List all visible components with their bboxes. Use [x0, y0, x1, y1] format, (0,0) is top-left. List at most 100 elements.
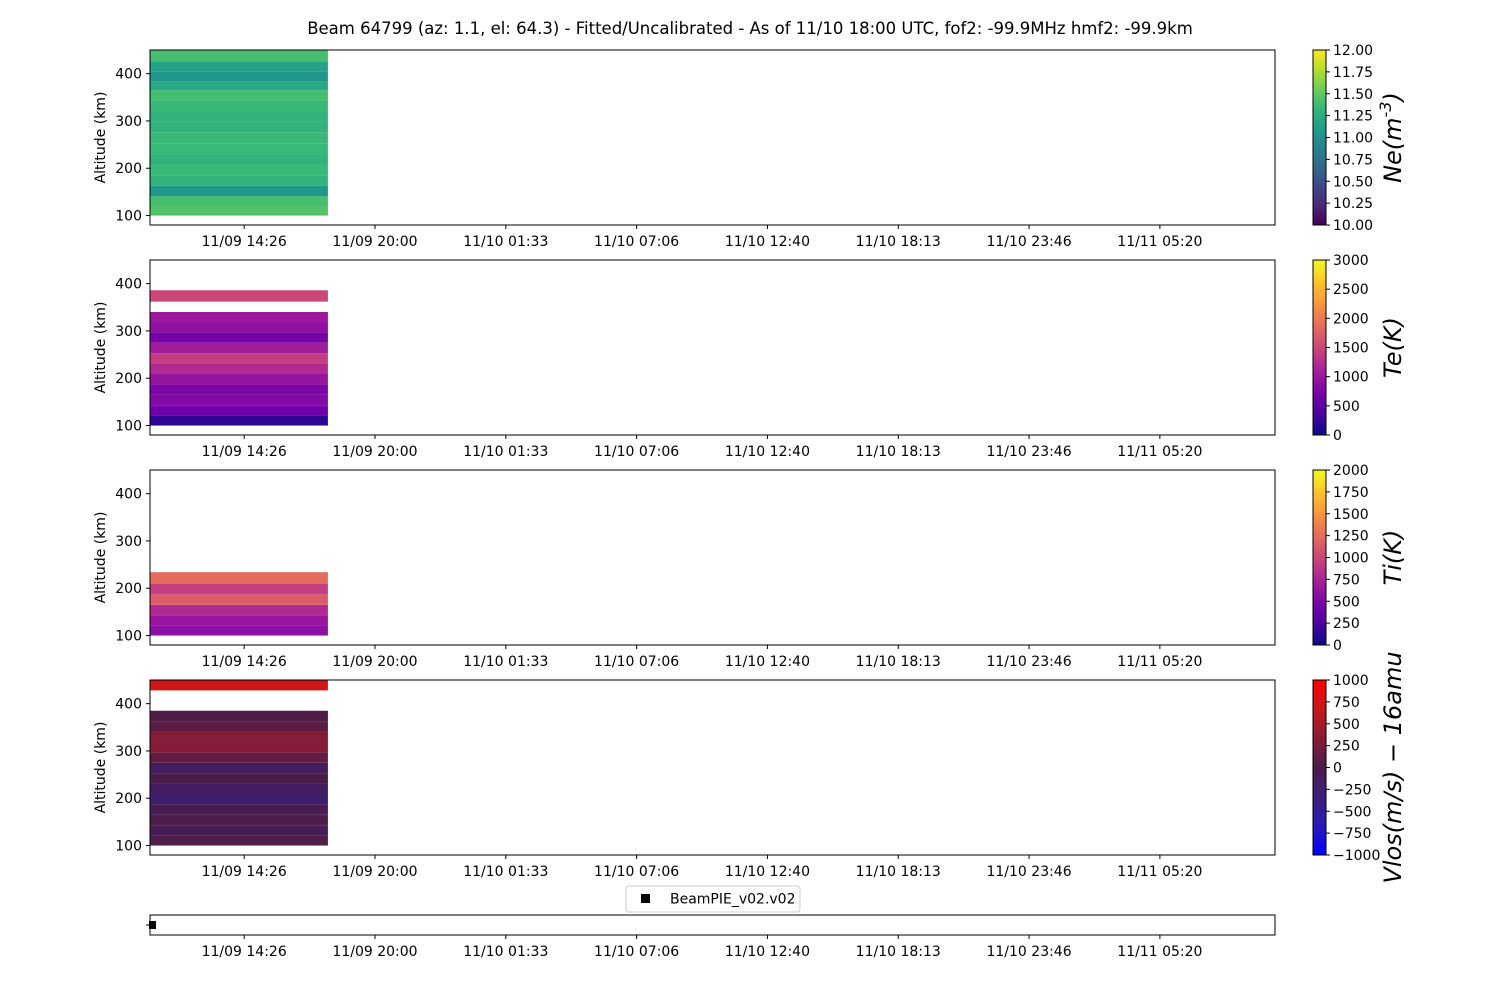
ti-colorbar-label: Ti(K)	[1379, 530, 1407, 586]
te-ytick-label: 200	[115, 371, 142, 387]
timeline-axes-frame	[149, 914, 1276, 936]
te-colorbar-tick-label: 2500	[1333, 282, 1369, 298]
legend-frame	[625, 885, 801, 913]
ti-colorbar-tick-label: 1500	[1333, 507, 1369, 523]
panel-te: 100 200 300 400 Altitude (km) 11/09 14:26 11/0…	[93, 253, 1407, 460]
ti-xtick-label: 11/09 14:26	[202, 654, 287, 670]
vlos-colorbar-tick-label: 0	[1333, 761, 1342, 777]
ne-colorbar-tick-label: 12.00	[1333, 43, 1373, 59]
ne-heatmap-cell	[150, 185, 328, 197]
te-xtick-label: 11/09 14:26	[202, 444, 287, 460]
vlos-xtick-label: 11/10 01:33	[463, 864, 548, 880]
ne-ytick-label: 200	[115, 161, 142, 177]
ti-ytick-label: 200	[115, 581, 142, 597]
te-xtick-label: 11/10 12:40	[725, 444, 810, 460]
vlos-colorbar-tick-label: 500	[1333, 717, 1360, 733]
ne-xtick-label: 11/09 20:00	[332, 234, 417, 250]
vlos-ytick-label: 200	[115, 791, 142, 807]
ne-heatmap-cell	[150, 71, 328, 82]
te-xtick-label: 11/10 23:46	[986, 444, 1071, 460]
legend-label: BeamPIE_v02.v02	[670, 892, 796, 908]
timeline-xtick-label: 11/10 23:46	[986, 944, 1071, 960]
vlos-heatmap-cell	[150, 762, 328, 774]
ne-ytick-label: 300	[115, 114, 142, 130]
ne-heatmap-cell	[150, 175, 328, 186]
vlos-colorbar-tick-label: −500	[1333, 804, 1371, 820]
ti-colorbar-tick-label: 0	[1333, 638, 1342, 654]
vlos-heatmap-cell	[150, 835, 328, 846]
ti-xtick-label: 11/09 20:00	[332, 654, 417, 670]
ne-colorbar-tick-label: 10.50	[1333, 174, 1373, 190]
ti-ytick-label: 400	[115, 487, 142, 503]
ti-xtick-label: 11/10 07:06	[594, 654, 679, 670]
ne-xtick-label: 11/10 07:06	[594, 234, 679, 250]
ne-heatmap-cell	[150, 164, 328, 176]
vlos-xtick-label: 11/10 18:13	[856, 864, 941, 880]
ne-colorbar-tick-label: 10.25	[1333, 196, 1373, 212]
ne-xtick-label: 11/10 18:13	[856, 234, 941, 250]
ne-heatmap-cell	[150, 206, 328, 216]
te-heatmap-cells	[150, 290, 328, 426]
vlos-colorbar	[1312, 679, 1327, 856]
ne-heatmap-cells	[150, 50, 328, 216]
te-xtick-label: 11/10 01:33	[463, 444, 548, 460]
vlos-xtick-label: 11/11 05:20	[1117, 864, 1202, 880]
timeline-xtick-label: 11/09 14:26	[202, 944, 287, 960]
vlos-heatmap-cell	[150, 773, 328, 784]
figure-title: Beam 64799 (az: 1.1, el: 64.3) - Fitted/…	[307, 19, 1193, 38]
te-colorbar-tick-label: 3000	[1333, 253, 1369, 269]
te-colorbar-tick-label: 1500	[1333, 341, 1369, 357]
vlos-colorbar-label: Vlos(m/s) − 16amu	[1379, 651, 1407, 883]
te-xtick-label: 11/09 20:00	[332, 444, 417, 460]
ti-xtick-label: 11/10 12:40	[725, 654, 810, 670]
te-colorbar-label: Te(K)	[1379, 317, 1407, 378]
te-xtick-label: 11/11 05:20	[1117, 444, 1202, 460]
vlos-heatmap-cell	[150, 731, 328, 742]
te-heatmap-cell	[150, 353, 328, 364]
ne-heatmap-cell	[150, 143, 328, 155]
vlos-heatmap-cell	[150, 804, 328, 815]
vlos-ytick-label: 300	[115, 744, 142, 760]
te-xtick-label: 11/10 07:06	[594, 444, 679, 460]
te-heatmap-cell	[150, 384, 328, 395]
vlos-xtick-label: 11/09 20:00	[332, 864, 417, 880]
ne-xtick-label: 11/10 23:46	[986, 234, 1071, 250]
ne-heatmap-cell	[150, 100, 328, 112]
ti-ylabel: Altitude (km)	[93, 512, 109, 604]
ne-heatmap-cell	[150, 90, 328, 101]
panel-ti: 100 200 300 400 Altitude (km) 11/09 14:26 11/0…	[93, 463, 1407, 670]
ne-heatmap-cell	[150, 81, 328, 91]
te-heatmap-cell	[150, 342, 328, 354]
te-heatmap-cell	[150, 405, 328, 416]
timeline-xtick-label: 11/10 01:33	[463, 944, 548, 960]
ne-colorbar-tick-label: 11.25	[1333, 109, 1373, 125]
ne-axes-frame	[149, 49, 1276, 226]
vlos-heatmap-cell	[150, 680, 328, 691]
ti-colorbar-tick-label: 250	[1333, 616, 1360, 632]
ti-heatmap-cell	[150, 583, 328, 595]
te-colorbar-tick-label: 2000	[1333, 311, 1369, 327]
te-ytick-label: 400	[115, 277, 142, 293]
vlos-colorbar-tick-label: 250	[1333, 739, 1360, 755]
ne-xtick-label: 11/10 12:40	[725, 234, 810, 250]
te-heatmap-cell	[150, 321, 328, 333]
te-colorbar-tick-label: 1000	[1333, 370, 1369, 386]
ti-heatmap-cell	[150, 615, 328, 626]
timeline-xtick-label: 11/11 05:20	[1117, 944, 1202, 960]
ti-axes-frame	[149, 469, 1276, 646]
te-heatmap-cell	[150, 332, 328, 343]
vlos-colorbar-tick-label: −250	[1333, 782, 1371, 798]
ne-heatmap-cell	[150, 61, 328, 72]
te-ytick-label: 100	[115, 419, 142, 435]
vlos-heatmap-cell	[150, 752, 328, 763]
vlos-ylabel: Altitude (km)	[93, 722, 109, 814]
ne-heatmap-cell	[150, 50, 328, 62]
timeline-xtick-label: 11/10 12:40	[725, 944, 810, 960]
timeline-xtick-label: 11/10 07:06	[594, 944, 679, 960]
ti-heatmap-cell	[150, 625, 328, 636]
vlos-heatmap-cell	[150, 825, 328, 836]
ti-ytick-label: 300	[115, 534, 142, 550]
ne-colorbar-tick-label: 10.00	[1333, 218, 1373, 234]
vlos-heatmap-cell	[150, 793, 328, 805]
ne-heatmap-cell	[150, 132, 328, 144]
